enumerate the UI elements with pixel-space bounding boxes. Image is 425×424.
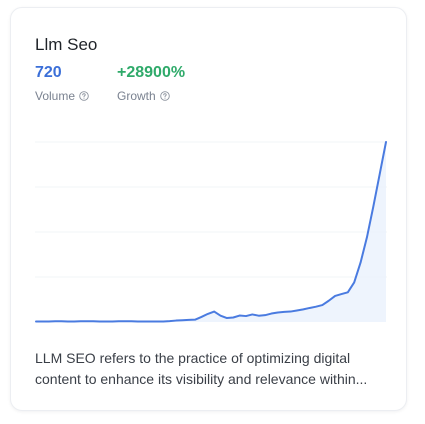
- growth-label: Growth: [117, 89, 156, 103]
- volume-label-row: Volume: [35, 89, 89, 103]
- question-circle-icon[interactable]: [159, 91, 170, 101]
- trend-card[interactable]: Llm Seo 720 Volume +28900% Growth LLM S: [10, 7, 407, 411]
- growth-metric: +28900% Growth: [117, 64, 185, 103]
- volume-value: 720: [35, 64, 62, 81]
- growth-label-row: Growth: [117, 89, 185, 103]
- question-circle-icon[interactable]: [79, 91, 89, 101]
- card-title: Llm Seo: [35, 35, 98, 54]
- trend-description: LLM SEO refers to the practice of optimi…: [35, 350, 368, 387]
- chart-grid: [35, 141, 387, 278]
- trend-chart: [35, 141, 387, 323]
- growth-value: +28900%: [117, 64, 186, 81]
- trend-line: [35, 141, 387, 323]
- volume-label: Volume: [35, 89, 76, 103]
- trend-area: [36, 142, 386, 322]
- volume-metric: 720 Volume: [35, 64, 89, 103]
